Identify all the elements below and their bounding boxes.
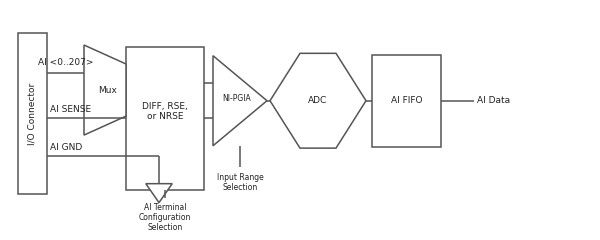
Text: AI FIFO: AI FIFO (391, 96, 422, 105)
Bar (126, 47, 204, 190)
Polygon shape (213, 56, 267, 146)
Text: Input Range
Selection: Input Range Selection (217, 173, 263, 192)
Text: AI Terminal
Configuration
Selection: AI Terminal Configuration Selection (139, 203, 191, 232)
Text: NI-PGIA: NI-PGIA (223, 94, 251, 103)
Text: I/O Connector: I/O Connector (28, 83, 37, 145)
Polygon shape (84, 45, 126, 135)
Text: AI Data: AI Data (477, 96, 510, 105)
Polygon shape (270, 53, 366, 148)
Text: AI GND: AI GND (50, 143, 82, 152)
Text: AI <0..207>: AI <0..207> (38, 58, 93, 67)
Polygon shape (146, 184, 172, 203)
Text: ADC: ADC (308, 96, 328, 105)
Text: Mux: Mux (98, 85, 116, 95)
Bar (18, 33, 47, 194)
Text: AI SENSE: AI SENSE (50, 105, 91, 114)
Text: DIFF, RSE,
or NRSE: DIFF, RSE, or NRSE (142, 102, 188, 121)
Bar (372, 54, 441, 147)
